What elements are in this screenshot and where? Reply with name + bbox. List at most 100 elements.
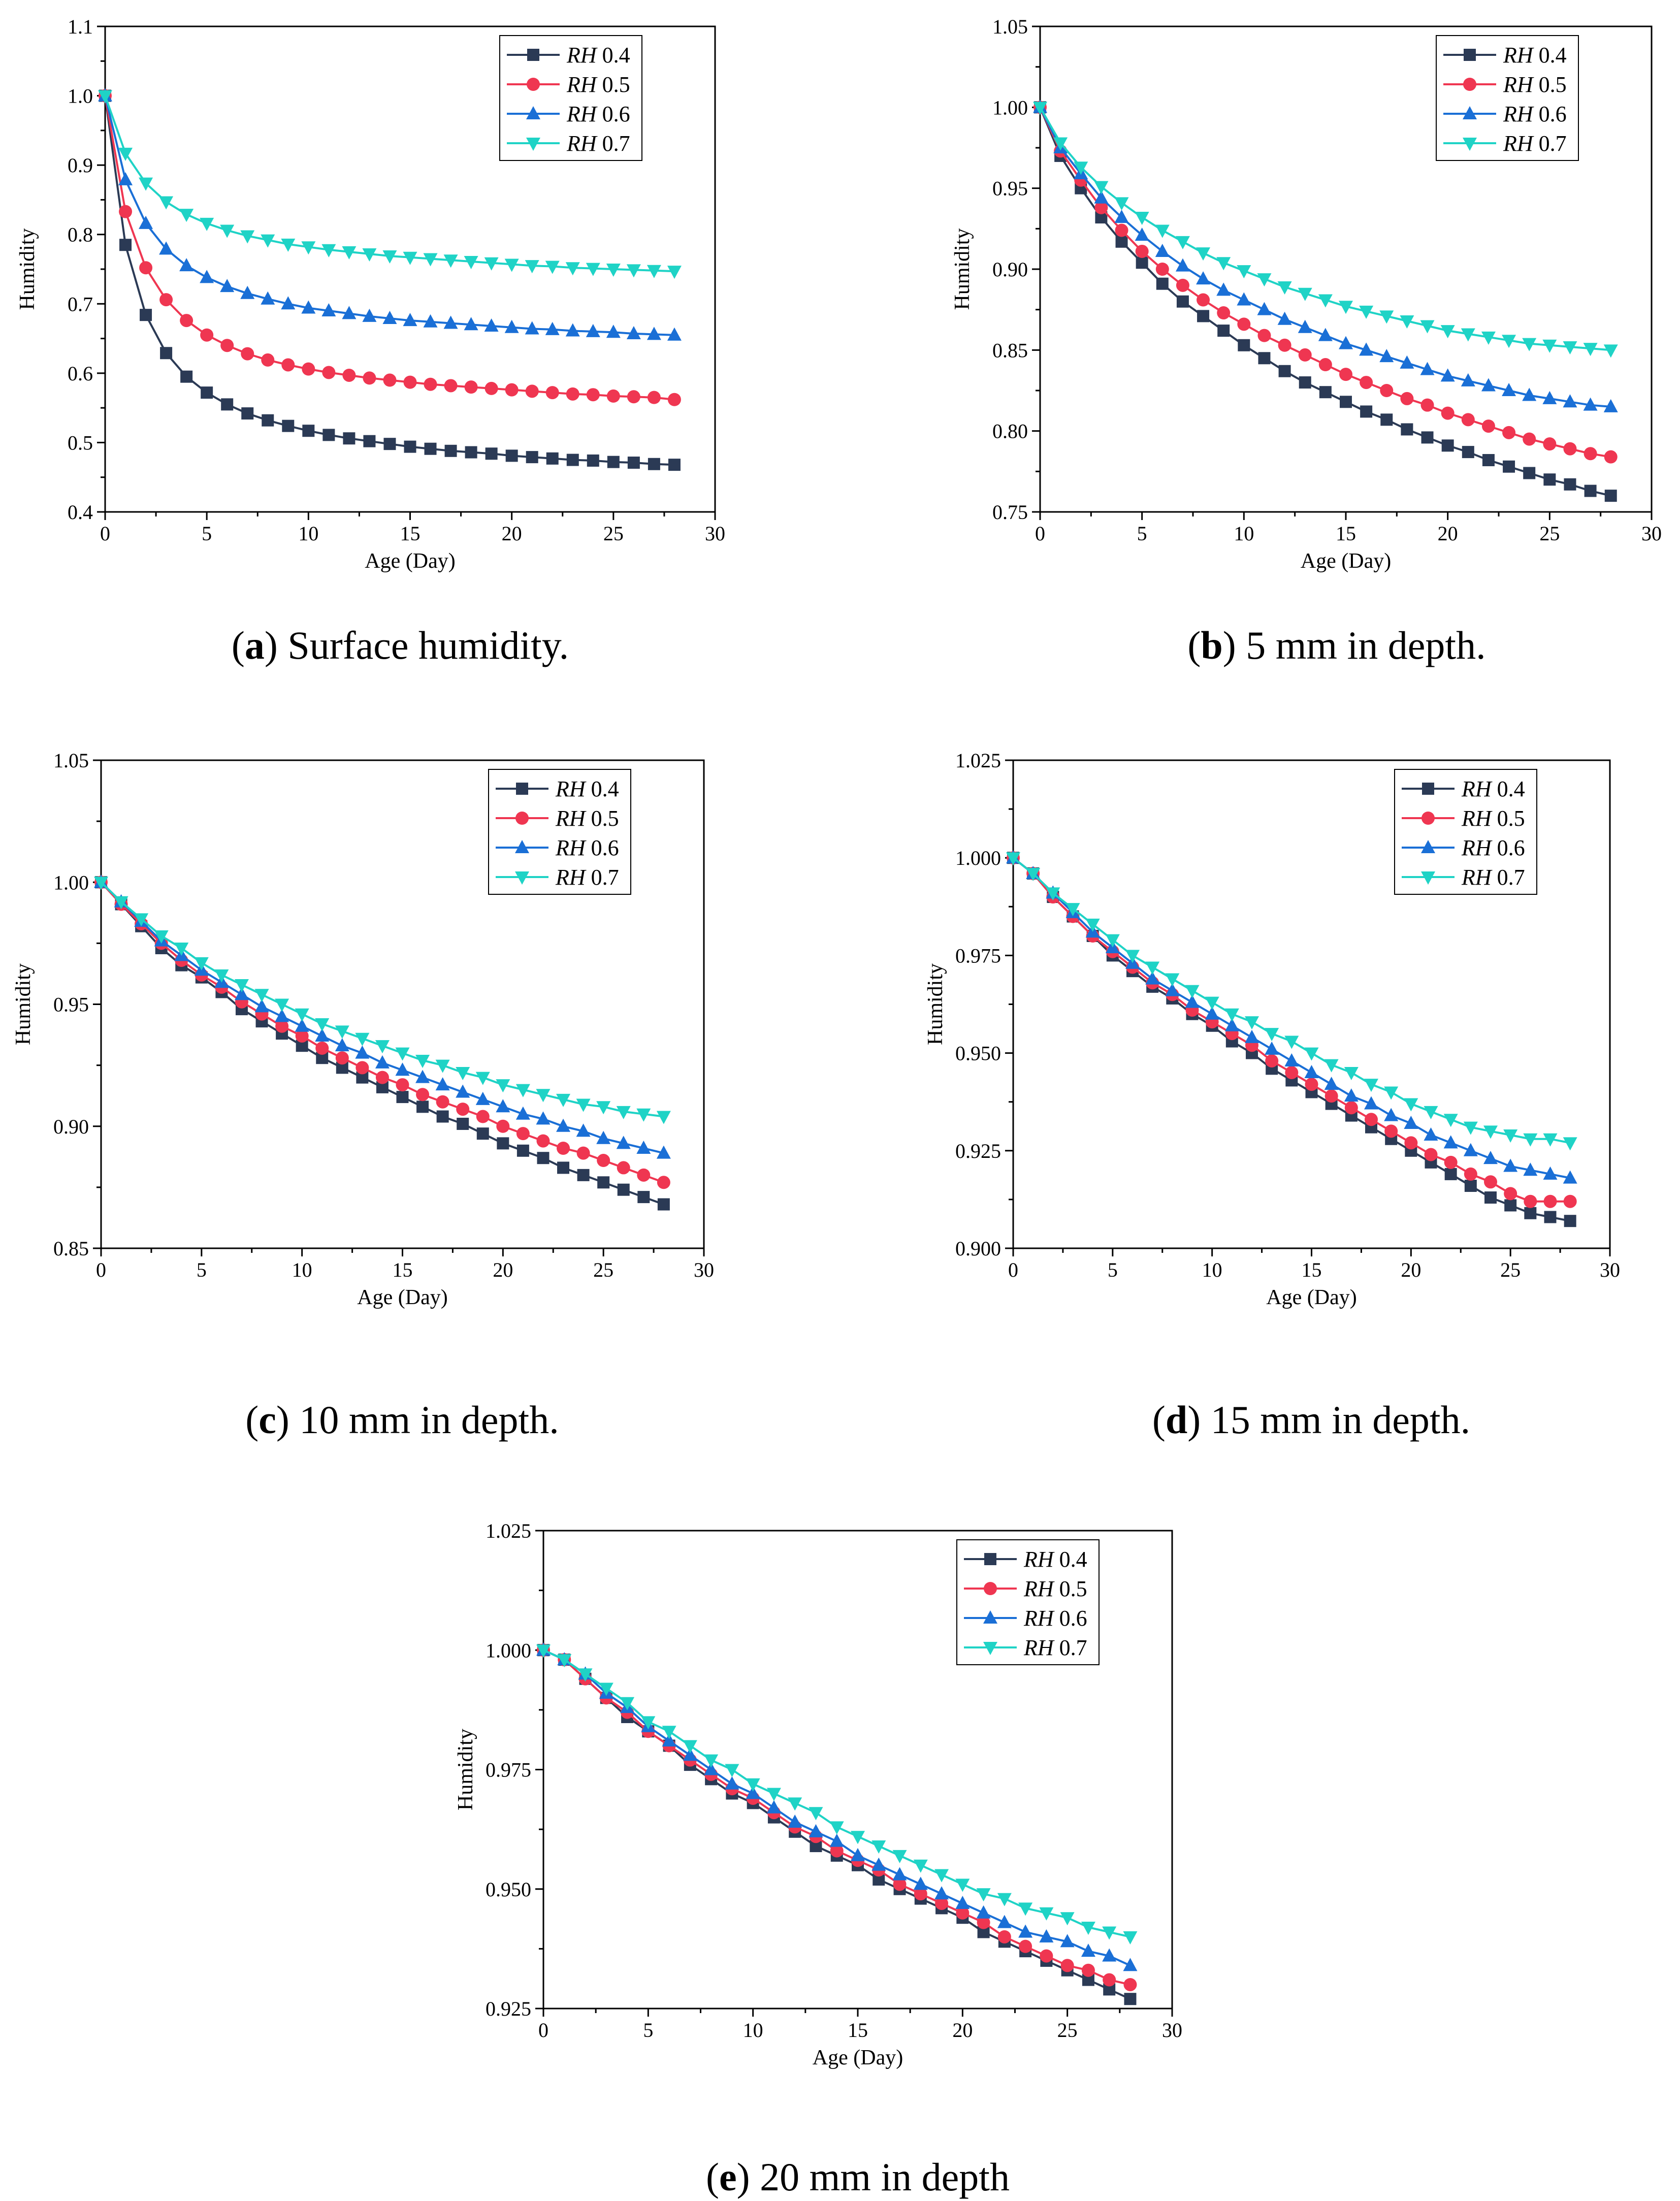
data-point	[606, 389, 620, 403]
x-tick-label: 25	[1539, 522, 1560, 545]
data-point	[597, 1176, 610, 1189]
data-point	[1523, 432, 1536, 446]
data-point	[1278, 365, 1291, 377]
legend-entry-value: 0.7	[1533, 131, 1567, 156]
data-point	[1583, 343, 1598, 357]
data-point	[1265, 1041, 1279, 1055]
data-point	[1543, 437, 1557, 451]
y-tick-label: 1.00	[992, 96, 1028, 119]
x-tick-label: 20	[1438, 522, 1458, 545]
data-point	[1444, 1168, 1457, 1180]
data-point	[934, 1886, 949, 1900]
data-point	[1304, 1065, 1319, 1079]
series-line-0.7	[543, 1649, 1130, 1938]
data-point	[871, 1857, 886, 1871]
legend-entry-prefix: RH	[1023, 1606, 1055, 1631]
data-point	[356, 1061, 369, 1075]
data-point	[342, 246, 357, 260]
data-point	[375, 1071, 389, 1084]
data-point	[464, 380, 478, 394]
data-point	[1094, 190, 1109, 204]
data-point	[667, 327, 682, 341]
legend-entry-prefix: RH	[555, 806, 587, 831]
data-point	[1461, 413, 1475, 427]
legend-entry-prefix: RH	[566, 131, 598, 156]
data-point	[1165, 973, 1180, 987]
y-tick-label: 0.7	[68, 293, 93, 315]
data-point	[1123, 1931, 1138, 1945]
data-point	[788, 1797, 802, 1811]
panel-caption: (c) 10 mm in depth.	[245, 1398, 559, 1442]
data-point	[1324, 1059, 1339, 1073]
data-point	[1543, 1133, 1558, 1147]
legend-entry-prefix: RH	[1503, 131, 1534, 156]
y-tick-label: 0.950	[486, 1878, 531, 1901]
panel-caption: (a) Surface humidity.	[232, 623, 569, 667]
data-point	[1224, 1018, 1239, 1031]
data-point	[1257, 302, 1272, 315]
data-point	[1463, 1121, 1478, 1135]
data-point	[1360, 376, 1373, 390]
data-point	[1404, 1098, 1418, 1112]
data-point	[766, 1800, 781, 1814]
data-point	[363, 435, 376, 447]
data-point	[261, 291, 275, 305]
panel-caption: (e) 20 mm in depth	[706, 2155, 1010, 2199]
data-point	[576, 1146, 590, 1160]
legend-entry-prefix: RH	[566, 102, 598, 126]
caption-letter: d	[1166, 1398, 1187, 1442]
chart-panel-c: 0 5 10 15 20 25 30 0.85 0.90 0.95 1.00 1.05 Age (Day…	[12, 749, 714, 1442]
data-point	[1404, 1136, 1418, 1150]
data-point	[1318, 358, 1332, 372]
data-point	[281, 358, 295, 372]
data-point	[1502, 383, 1516, 396]
data-point	[1053, 137, 1068, 151]
data-point	[892, 1850, 907, 1863]
data-point	[1583, 397, 1598, 411]
data-point	[456, 1067, 470, 1081]
data-point	[363, 371, 376, 385]
data-point	[871, 1840, 886, 1854]
data-point	[1305, 1078, 1318, 1091]
legend-entry-prefix: RH	[1461, 776, 1493, 801]
data-point	[1420, 398, 1434, 412]
data-point	[1344, 1067, 1359, 1081]
data-point	[160, 347, 173, 360]
x-axis-title: Age (Day)	[1301, 549, 1391, 573]
data-point	[282, 419, 295, 432]
data-point	[200, 328, 214, 342]
data-point	[1298, 348, 1312, 362]
data-point	[220, 224, 235, 238]
data-point	[1103, 1973, 1116, 1987]
data-point	[416, 1088, 430, 1102]
x-tick-label: 15	[848, 2019, 868, 2042]
data-point	[662, 1726, 676, 1739]
y-tick-label: 0.5	[68, 431, 93, 454]
data-point	[637, 1191, 650, 1204]
data-point	[1404, 1115, 1418, 1129]
data-point	[636, 1108, 651, 1122]
data-point	[1523, 1162, 1538, 1176]
data-point	[746, 1778, 760, 1792]
data-point	[456, 1103, 470, 1116]
data-point	[200, 217, 214, 231]
data-point	[1304, 1047, 1319, 1061]
legend-entry: RH 0.4	[1023, 1547, 1087, 1572]
data-point	[1298, 287, 1312, 301]
caption-open: (	[1187, 623, 1201, 667]
chart-panel-e: 0 5 10 15 20 25 30 0.925 0.950 0.975 1.000 1.025 Age…	[454, 1519, 1182, 2199]
data-point	[1464, 1179, 1477, 1192]
data-point	[606, 264, 621, 277]
x-tick-label: 10	[298, 522, 318, 545]
data-point	[295, 1029, 309, 1043]
data-point	[1400, 392, 1414, 405]
legend-entry-value: 0.5	[597, 72, 630, 97]
y-tick-label: 0.4	[68, 501, 93, 524]
legend-entry: RH 0.6	[555, 835, 619, 860]
data-point	[315, 1041, 329, 1055]
legend-box	[1394, 769, 1537, 895]
data-point	[545, 386, 559, 400]
legend-entry-value: 0.7	[597, 131, 630, 156]
data-point	[404, 440, 416, 453]
data-point	[464, 255, 478, 269]
